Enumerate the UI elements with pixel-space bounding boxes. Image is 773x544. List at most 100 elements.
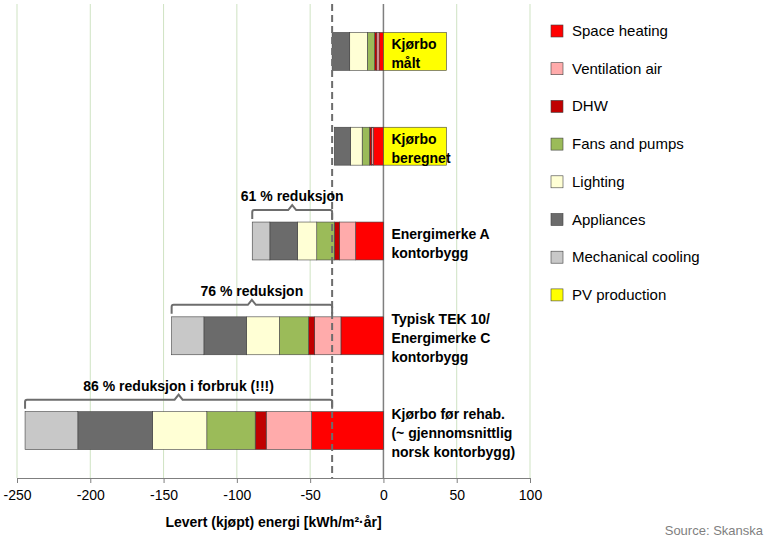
tick-mark <box>383 478 384 483</box>
chart: -250 -200 -150 -100 -50 0 50 100 Levert (kjøpt) … <box>0 0 773 544</box>
legend-label: Lighting <box>572 173 625 190</box>
bar-segment <box>367 32 374 70</box>
tick-mark <box>457 478 458 483</box>
x-axis-title: Levert (kjøpt) energi [kWh/m²·år] <box>165 514 381 530</box>
bar-segment <box>246 317 279 355</box>
tick-label: -100 <box>223 487 251 503</box>
bar-segment <box>255 412 266 450</box>
bar-segment <box>356 222 384 260</box>
grid-line <box>17 4 18 478</box>
bar-segment <box>270 222 298 260</box>
bar-segment <box>204 317 247 355</box>
legend-label: Appliances <box>572 211 645 228</box>
bar-segment <box>334 222 339 260</box>
legend-swatch <box>551 100 563 112</box>
legend-item: Fans and pumps <box>551 135 684 152</box>
tick: -50 <box>301 478 321 503</box>
legend-swatch <box>551 251 563 263</box>
tick: -150 <box>150 478 178 503</box>
tick-label: 50 <box>449 487 465 503</box>
legend-item: Appliances <box>551 211 645 228</box>
legend-swatch <box>551 63 563 75</box>
tick-label: -200 <box>77 487 105 503</box>
bar-segment <box>362 127 369 165</box>
legend-label: Fans and pumps <box>572 135 684 152</box>
axis-line <box>18 479 531 484</box>
annotations: 61 % reduksjon 76 % reduksjon 86 % reduksj… <box>25 188 343 409</box>
bar-segment <box>309 317 315 355</box>
legend-label: DHW <box>572 97 609 114</box>
bar-segment <box>266 412 311 450</box>
annotation-bracket <box>252 205 332 219</box>
legend-label: Mechanical cooling <box>572 248 700 265</box>
category-label: Energimerke Akontorbygg <box>391 226 489 261</box>
tick-mark <box>90 478 91 483</box>
bar-segment <box>339 222 355 260</box>
tick-mark <box>530 478 531 483</box>
grid-line <box>236 4 237 478</box>
bar-segment <box>252 222 270 260</box>
bar-segment <box>172 317 204 355</box>
bar-segment <box>332 32 350 70</box>
bar-segment <box>341 317 384 355</box>
tick-label: -50 <box>301 487 321 503</box>
tick: -200 <box>77 478 105 503</box>
x-axis: -250 -200 -150 -100 -50 0 50 100 <box>3 478 542 503</box>
legend: Space heating Ventilation air DHW Fans and … <box>551 22 700 303</box>
bar-segment <box>78 412 153 450</box>
tick-mark <box>237 478 238 483</box>
bar-segment <box>312 412 384 450</box>
legend-label: Ventilation air <box>572 60 662 77</box>
bar-segment <box>207 412 255 450</box>
annotation-bracket <box>25 395 332 409</box>
annotation-text: 76 % reduksjon <box>201 283 304 299</box>
bar-segment <box>350 32 368 70</box>
grid-line <box>163 4 164 478</box>
legend-item: Space heating <box>551 22 668 39</box>
bar-segment <box>379 32 383 70</box>
bar-segment <box>298 222 317 260</box>
legend-item: Lighting <box>551 173 625 190</box>
bar-segment <box>373 127 383 165</box>
legend-item: Ventilation air <box>551 60 662 77</box>
category-label: Kjørboberegnet <box>391 131 450 166</box>
tick: 50 <box>449 478 465 503</box>
legend-swatch <box>551 138 563 150</box>
tick-label: -150 <box>150 487 178 503</box>
category-label: Kjørbomålt <box>391 36 436 71</box>
tick: 0 <box>380 478 388 503</box>
tick-mark <box>310 478 311 483</box>
legend-swatch <box>551 25 563 37</box>
tick-label: 100 <box>519 487 543 503</box>
legend-swatch <box>551 289 563 301</box>
bar-segment <box>315 317 341 355</box>
annotation-text: 61 % reduksjon <box>241 188 344 204</box>
tick-mark <box>164 478 165 483</box>
tick: -250 <box>3 478 31 503</box>
bar-segment <box>383 32 446 70</box>
tick: -100 <box>223 478 251 503</box>
grid-line <box>530 4 531 478</box>
category-labels: Kjørbomålt Kjørboberegnet Energimerke Akon… <box>391 36 515 460</box>
tick-label: 0 <box>380 487 388 503</box>
bar-segment <box>153 412 207 450</box>
grid <box>17 4 530 478</box>
legend-swatch <box>551 214 563 226</box>
tick: 100 <box>519 478 543 503</box>
legend-item: Mechanical cooling <box>551 248 700 265</box>
legend-item: PV production <box>551 286 666 303</box>
bar-segment <box>377 32 379 70</box>
source: Source: Skanska <box>665 523 764 538</box>
bar-segment <box>279 317 308 355</box>
tick-label: -250 <box>3 487 31 503</box>
bar-segment <box>375 32 377 70</box>
category-label: Typisk TEK 10/Energimerke Ckontorbygg <box>391 311 490 365</box>
bar-segment <box>370 127 372 165</box>
annotation-bracket <box>172 300 332 314</box>
legend-label: PV production <box>572 286 666 303</box>
legend-label: Space heating <box>572 22 668 39</box>
bar-segment <box>350 127 362 165</box>
annotation-text: 86 % reduksjon i forbruk (!!!) <box>83 378 274 394</box>
bar-segment <box>334 127 350 165</box>
bar-segment <box>25 412 78 450</box>
